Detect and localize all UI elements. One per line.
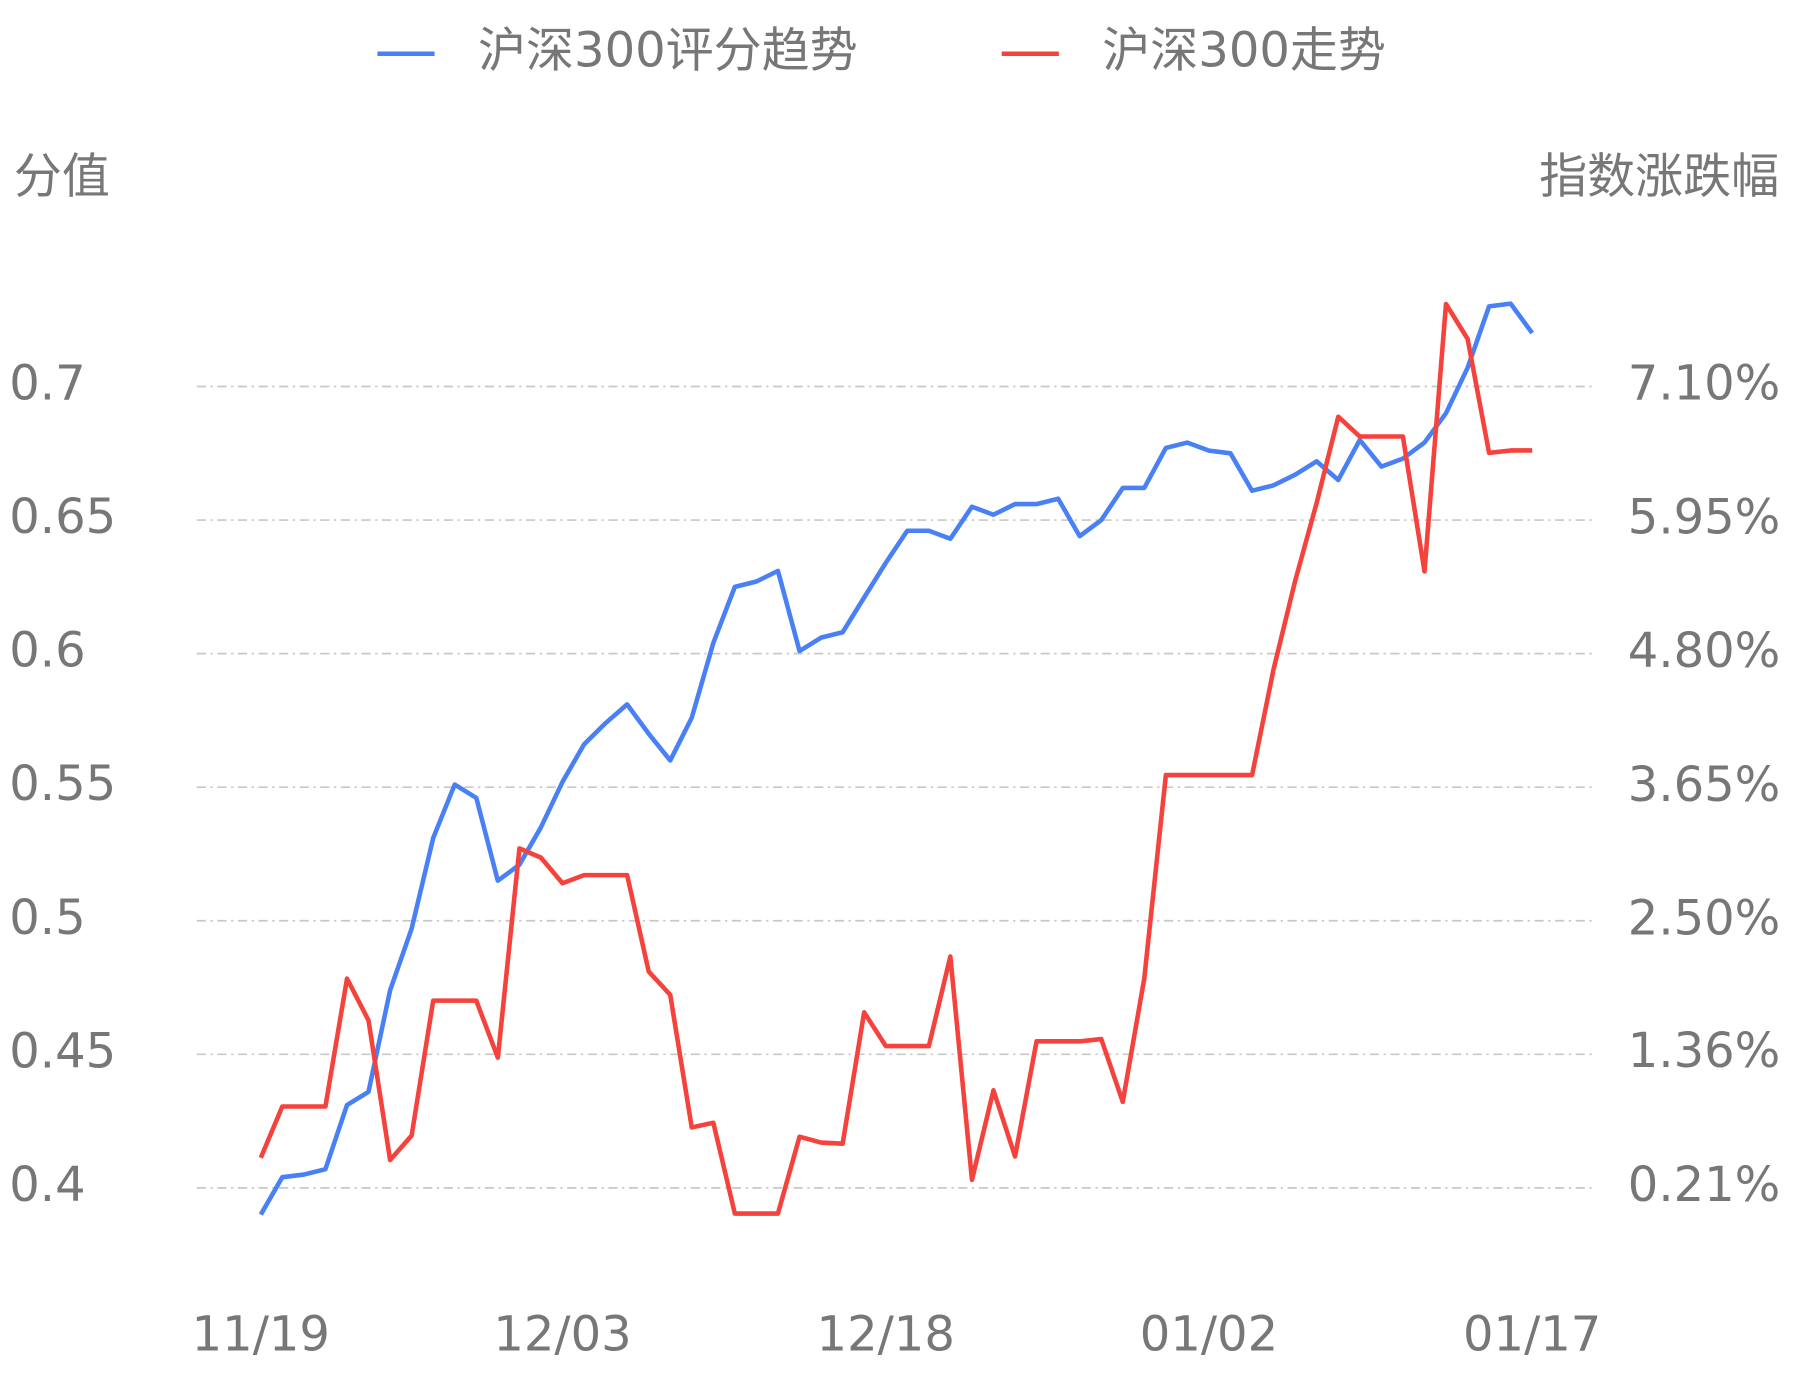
y-tick-label: 0.7 [9,356,85,412]
x-tick-label: 12/03 [493,1307,631,1363]
legend-label: 沪深300评分趋势 [478,23,858,79]
x-tick-label: 01/17 [1463,1307,1601,1363]
series-line [258,301,1535,1216]
y2-tick-label: 0.21% [1628,1157,1780,1213]
y2-tick-label: 7.10% [1628,356,1780,412]
y2-axis-title: 指数涨跌幅 [1539,149,1779,205]
y2-tick-label: 3.65% [1628,757,1780,813]
series-line [258,301,1533,1216]
x-tick-label: 11/19 [192,1307,330,1363]
y2-tick-label: 1.36% [1628,1023,1780,1079]
y-tick-label: 0.5 [9,890,85,946]
y-tick-label: 0.6 [9,623,85,679]
y-axis-title: 分值 [14,149,110,205]
y-tick-label: 0.55 [9,756,116,812]
x-tick-label: 12/18 [817,1307,955,1363]
y2-tick-label: 2.50% [1628,891,1780,947]
legend-label: 沪深300走势 [1102,23,1386,79]
y-tick-label: 0.45 [9,1023,116,1079]
y-tick-label: 0.4 [9,1157,85,1213]
y-tick-label: 0.65 [9,489,116,545]
x-tick-label: 01/02 [1140,1307,1278,1363]
y2-tick-label: 5.95% [1628,489,1780,545]
y2-tick-label: 4.80% [1628,623,1780,679]
